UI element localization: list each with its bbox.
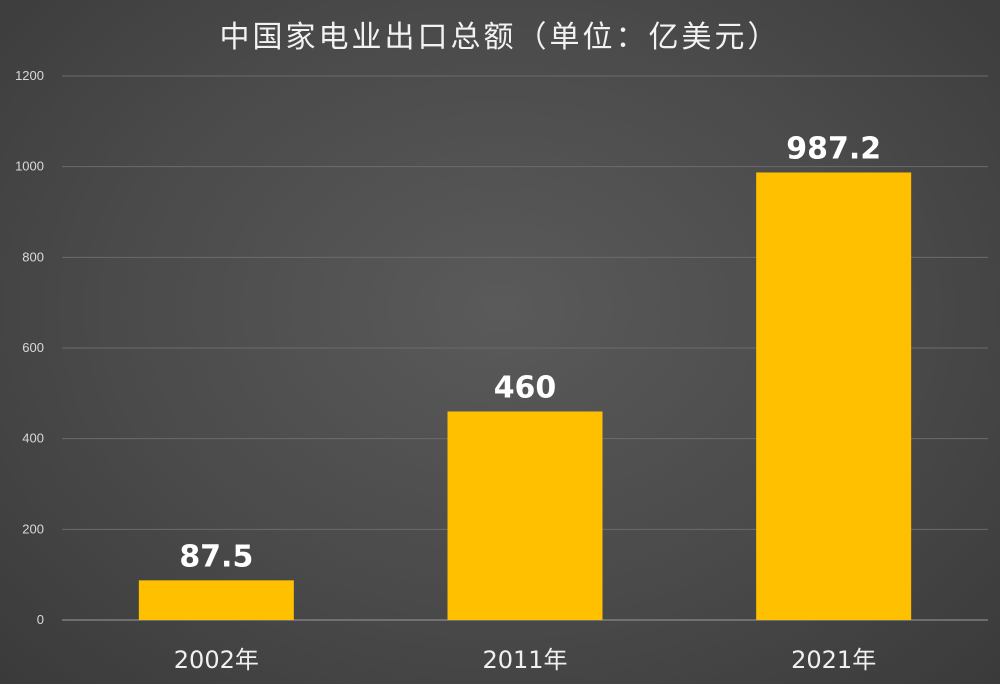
y-axis-ticks: 0 200 400 600 800 1000 1200 — [15, 68, 44, 627]
x-axis-labels: 2002年 2011年 2021年 — [174, 646, 876, 674]
y-tick-label: 800 — [22, 249, 44, 264]
x-tick-label: 2002年 — [174, 646, 259, 674]
bar — [756, 172, 912, 620]
bar — [138, 580, 294, 620]
y-tick-label: 200 — [22, 521, 44, 536]
data-labels: 87.5 460 987.2 — [179, 131, 881, 574]
x-tick-label: 2021年 — [791, 646, 876, 674]
data-label: 987.2 — [786, 131, 881, 166]
y-tick-label: 1200 — [15, 68, 44, 83]
bars — [138, 172, 912, 620]
y-tick-label: 1000 — [15, 159, 44, 174]
data-label: 460 — [494, 370, 557, 405]
y-tick-label: 0 — [37, 612, 44, 627]
y-tick-label: 600 — [22, 340, 44, 355]
data-label: 87.5 — [179, 539, 253, 574]
chart-title: 中国家电业出口总额（单位：亿美元） — [219, 20, 781, 55]
x-tick-label: 2011年 — [482, 646, 567, 674]
bar — [447, 411, 603, 620]
y-tick-label: 400 — [22, 431, 44, 446]
